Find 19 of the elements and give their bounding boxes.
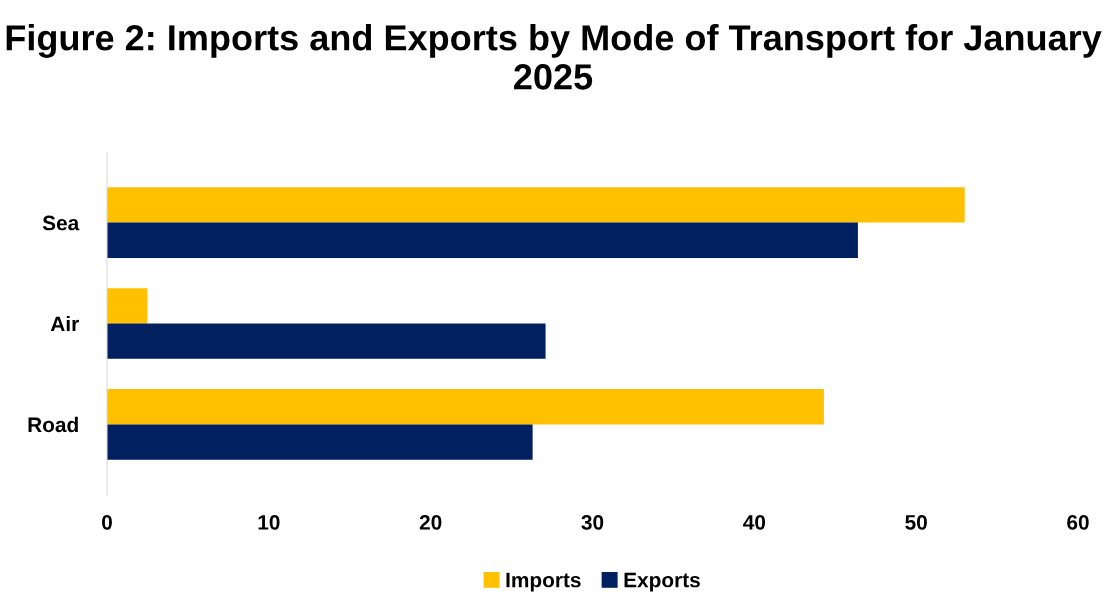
bar: [107, 323, 546, 359]
bar: [107, 222, 858, 258]
x-tick-label: 30: [581, 514, 604, 530]
bar: [107, 424, 533, 460]
chart-title: Figure 2: Imports and Exports by Mode of Transport for January 2025: [6, 24, 1102, 90]
bar: [107, 389, 824, 425]
legend-label: Imports: [506, 572, 581, 592]
bar: [107, 288, 148, 324]
bar: [107, 187, 965, 223]
x-tick-label: 60: [1067, 514, 1089, 530]
x-tick-label: 40: [743, 514, 766, 530]
legend-label: Exports: [624, 572, 700, 592]
x-tick-label: 10: [258, 514, 280, 530]
x-tick-label: 50: [905, 514, 927, 530]
y-tick-label: Road: [28, 416, 78, 433]
y-tick-label: Sea: [42, 215, 80, 231]
x-tick-label: 20: [419, 514, 442, 530]
x-tick-label: 0: [102, 514, 112, 530]
y-tick-label: Air: [50, 315, 79, 332]
